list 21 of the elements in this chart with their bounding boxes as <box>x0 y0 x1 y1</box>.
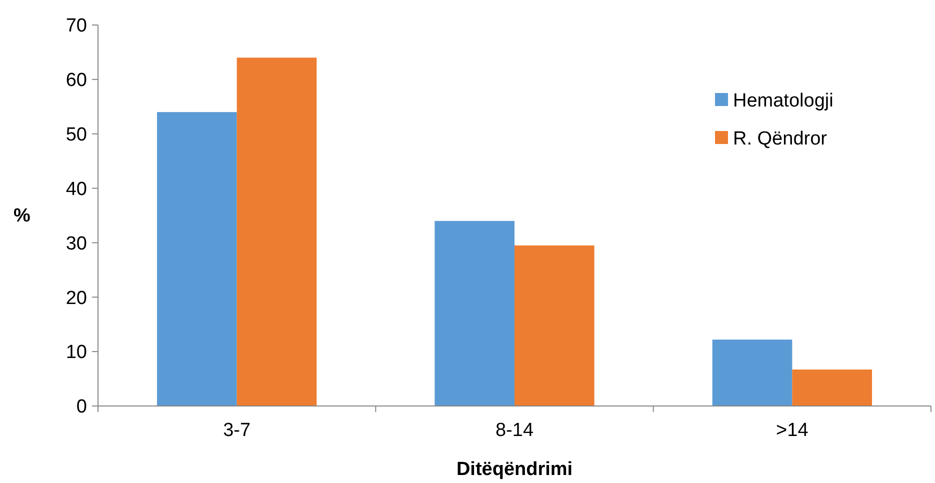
y-axis-title: % <box>14 206 31 226</box>
legend-label: Hematologji <box>733 90 834 112</box>
bar <box>236 58 317 406</box>
y-tick-label: 20 <box>66 288 87 309</box>
y-tick-label: 50 <box>66 124 87 146</box>
y-tick-label: 10 <box>66 342 87 364</box>
legend-label: R. Qëndror <box>733 128 828 150</box>
y-tick-label: 30 <box>66 233 87 254</box>
bar <box>434 220 514 406</box>
bar <box>157 112 237 406</box>
bar <box>792 370 872 406</box>
x-tick-label: 3-7 <box>223 420 251 441</box>
y-tick-label: 70 <box>66 16 87 37</box>
y-tick-label: 0 <box>76 396 87 418</box>
bar <box>712 340 792 406</box>
x-tick-label: >14 <box>776 420 809 441</box>
x-axis-title: Ditëqëndrimi <box>456 459 573 480</box>
y-tick-label: 60 <box>66 70 87 92</box>
y-tick-label: 40 <box>66 178 87 200</box>
x-tick-label: 8-14 <box>495 420 534 441</box>
bar <box>514 245 594 406</box>
